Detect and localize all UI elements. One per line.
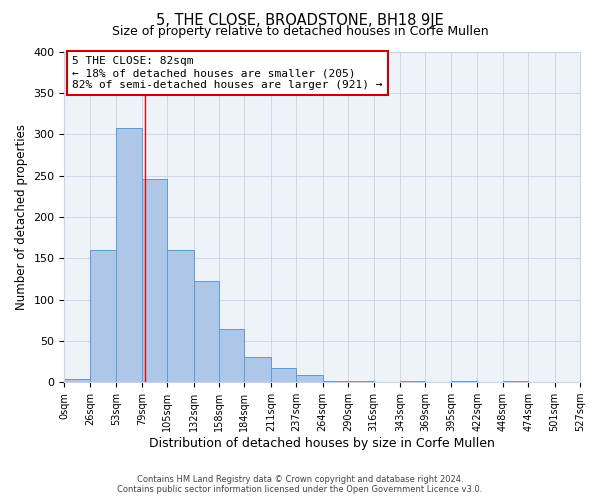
- Bar: [244, 358, 271, 382]
- Y-axis label: Number of detached properties: Number of detached properties: [15, 124, 28, 310]
- Bar: [167, 250, 194, 382]
- Bar: [116, 128, 142, 382]
- Bar: [194, 282, 219, 382]
- Text: Contains HM Land Registry data © Crown copyright and database right 2024.
Contai: Contains HM Land Registry data © Crown c…: [118, 474, 482, 494]
- Bar: [90, 250, 116, 382]
- Bar: [296, 375, 323, 382]
- Bar: [64, 379, 90, 382]
- X-axis label: Distribution of detached houses by size in Corfe Mullen: Distribution of detached houses by size …: [149, 437, 495, 450]
- Bar: [142, 179, 167, 382]
- Text: Size of property relative to detached houses in Corfe Mullen: Size of property relative to detached ho…: [112, 25, 488, 38]
- Text: 5 THE CLOSE: 82sqm
← 18% of detached houses are smaller (205)
82% of semi-detach: 5 THE CLOSE: 82sqm ← 18% of detached hou…: [72, 56, 383, 90]
- Bar: [271, 368, 296, 382]
- Bar: [219, 330, 244, 382]
- Text: 5, THE CLOSE, BROADSTONE, BH18 9JE: 5, THE CLOSE, BROADSTONE, BH18 9JE: [156, 12, 444, 28]
